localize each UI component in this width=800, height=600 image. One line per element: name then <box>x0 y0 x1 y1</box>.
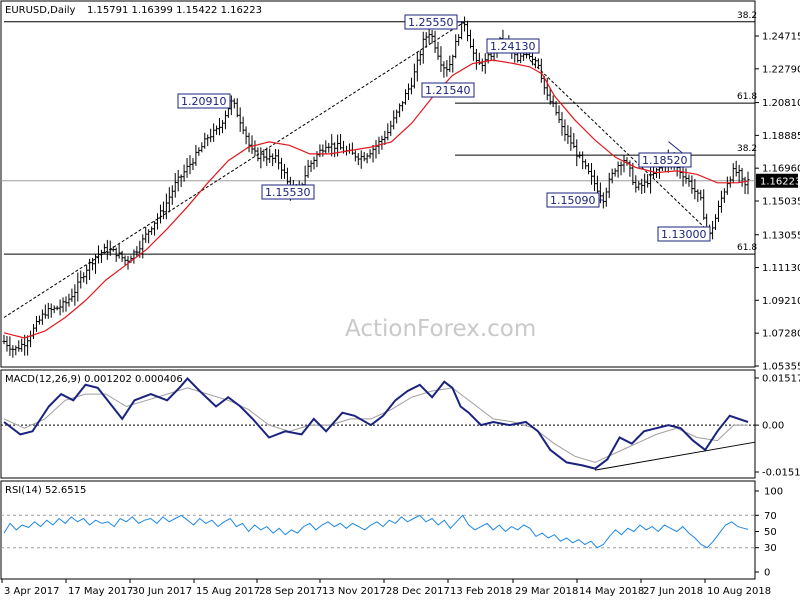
callout-box <box>638 152 692 168</box>
ohlc-bars <box>2 16 750 358</box>
date-tick-label: 28 Sep 2017 <box>259 586 322 597</box>
rsi-tick-label: 70 <box>764 511 777 522</box>
callout-label: 1.15530 <box>265 186 311 199</box>
watermark: ActionForex.com <box>345 316 536 342</box>
callout-label: 1.21540 <box>425 84 471 97</box>
rsi-panel: RSI(14) 52.6515 100 70 50 30 0 <box>0 480 783 580</box>
price-title: EURUSD,Daily <box>5 5 76 16</box>
callout-box <box>177 93 231 109</box>
date-tick-label: 13 Nov 2017 <box>322 586 386 597</box>
callout-label: 1.24130 <box>490 40 536 53</box>
ma-line <box>3 59 749 339</box>
price-tick-label: 1.05355 <box>762 362 800 373</box>
callout-label: 1.20910 <box>181 95 227 108</box>
fib-levels: 38.2 61.8 38.2 61.8 <box>1 11 757 255</box>
rsi-tick-label: 50 <box>764 527 777 538</box>
price-tick-label: 1.18885 <box>762 131 800 142</box>
price-tick-label: 1.11130 <box>762 263 800 274</box>
date-tick-label: 28 Dec 2017 <box>386 586 450 597</box>
rsi-tick-label: 0 <box>764 568 770 579</box>
rsi-title: RSI(14) 52.6515 <box>5 485 86 496</box>
date-tick-label: 14 May 2018 <box>579 586 644 597</box>
date-tick-label: 15 Aug 2017 <box>196 586 260 597</box>
rsi-line <box>3 514 749 549</box>
macd-main-line <box>3 377 749 470</box>
callout-box <box>486 38 540 54</box>
price-tick-label: 1.22790 <box>762 64 800 75</box>
price-tick-label: 1.15035 <box>762 197 800 208</box>
macd-axis: 0.015176 0.00 -0.015105 <box>755 374 800 479</box>
price-tick-label: 1.07280 <box>762 329 800 340</box>
price-axis: 1.24715 1.22790 1.20810 1.18885 1.16960 1.150… <box>755 32 800 373</box>
callout-label: 1.13000 <box>661 228 707 241</box>
fib-level-label: 61.8 <box>737 92 757 102</box>
callout-label: 1.25550 <box>408 16 454 29</box>
macd-lines <box>1 377 756 471</box>
date-tick-label: 29 Mar 2018 <box>515 586 578 597</box>
moving-average <box>3 59 749 339</box>
trendlines <box>3 21 712 318</box>
fib-level-label: 38.2 <box>737 11 757 21</box>
macd-title: MACD(12,26,9) 0.001202 0.000406 <box>5 374 183 385</box>
date-tick-label: 17 May 2017 <box>68 586 133 597</box>
callout-label: 1.18520 <box>642 154 688 167</box>
trendline <box>529 59 712 235</box>
rsi-tick-label: 30 <box>764 543 777 554</box>
price-tick-label: 1.13055 <box>762 230 800 241</box>
price-tick-label: 1.16960 <box>762 164 800 175</box>
rsi-line <box>1 514 755 549</box>
macd-tick-label: 0.00 <box>762 421 784 432</box>
date-tick-label: 3 Apr 2017 <box>4 586 59 597</box>
callout-box <box>404 14 458 30</box>
callout-label: 1.15090 <box>550 194 596 207</box>
fib-level-label: 61.8 <box>737 243 757 253</box>
price-tick-label: 1.24715 <box>762 32 800 43</box>
ohlc-header: 1.15791 1.16399 1.15422 1.16223 <box>87 5 262 16</box>
last-price-label: 1.16223 <box>760 176 800 187</box>
trendline <box>3 21 465 318</box>
callout-box <box>421 82 475 98</box>
price-panel: ActionForex.com EURUSD,Daily 1.15791 1.1… <box>0 0 800 373</box>
rsi-axis: 100 70 50 30 0 <box>755 487 783 579</box>
date-tick-label: 30 Jun 2017 <box>132 586 192 597</box>
macd-tick-label: 0.015176 <box>762 374 800 385</box>
price-tick-label: 1.09210 <box>762 296 800 307</box>
macd-trendline <box>595 441 756 471</box>
date-tick-label: 10 Aug 2018 <box>707 586 771 597</box>
callout-box <box>546 192 600 208</box>
rsi-tick-label: 100 <box>764 487 783 498</box>
callout-box <box>657 226 711 242</box>
macd-signal-line <box>3 387 748 463</box>
price-tick-label: 1.20810 <box>762 98 800 109</box>
macd-tick-label: -0.015105 <box>762 468 800 479</box>
callout-box <box>261 184 315 200</box>
fib-level-label: 38.2 <box>737 144 757 154</box>
date-tick-label: 27 Jun 2018 <box>643 586 703 597</box>
macd-panel: MACD(12,26,9) 0.001202 0.000406 0.015176… <box>0 369 800 479</box>
price-callouts: 1.25550 1.24130 1.21540 1.20910 1.15530 1.150… <box>177 14 711 242</box>
date-tick-label: 13 Feb 2018 <box>450 586 512 597</box>
last-price-tag: 1.16223 <box>756 173 800 188</box>
